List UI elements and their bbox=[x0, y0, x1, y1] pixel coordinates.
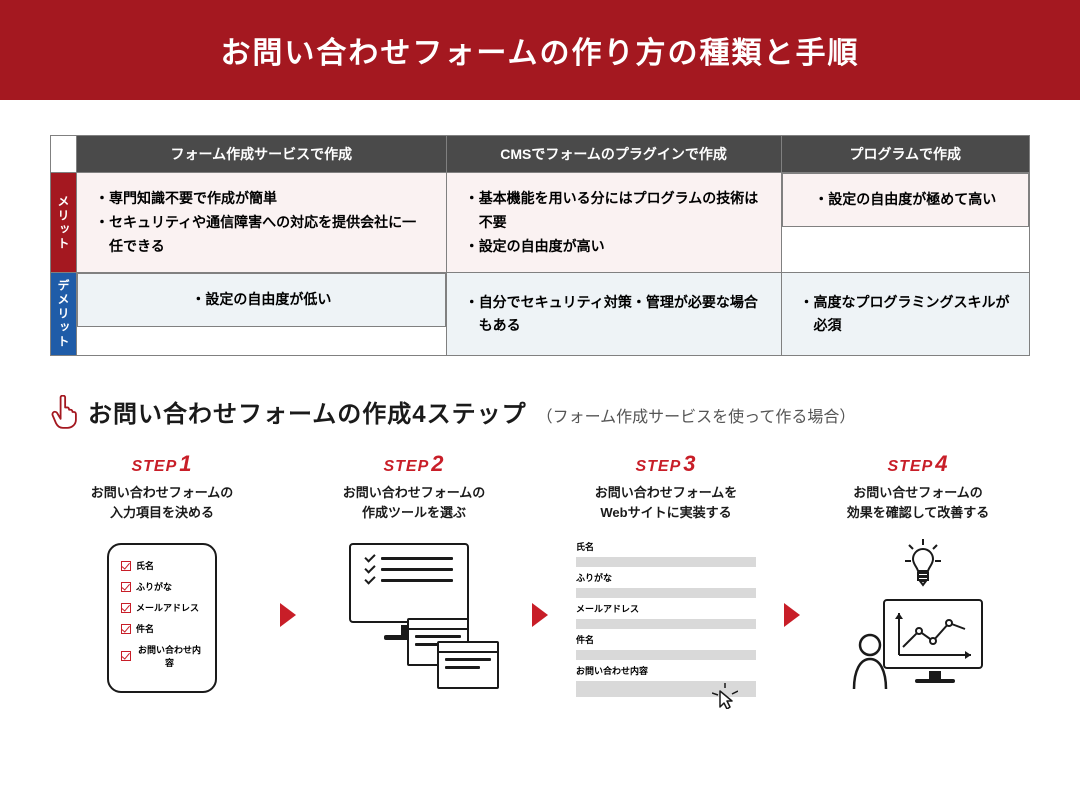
step-1-illus: 氏名 ふりがな メールアドレス 件名 お問い合わせ内容 bbox=[50, 538, 274, 698]
checkbox-icon bbox=[121, 624, 131, 634]
checkbox-icon bbox=[121, 582, 131, 592]
demerit-cell-1: 設定の自由度が低い bbox=[77, 273, 446, 327]
header-banner: お問い合わせフォームの作り方の種類と手順 bbox=[0, 0, 1080, 100]
content-area: フォーム作成サービスで作成 CMSでフォームのプラグインで作成 プログラムで作成… bbox=[0, 100, 1080, 698]
lightbulb-icon bbox=[903, 539, 943, 587]
window-icon bbox=[437, 641, 499, 689]
checkbox-icon bbox=[121, 603, 131, 613]
step-4-illus bbox=[806, 538, 1030, 698]
demerit-label: デメリット bbox=[51, 273, 77, 356]
step-2-illus bbox=[302, 538, 526, 698]
analytics-monitor-icon bbox=[883, 599, 983, 669]
step-1-label: STEP1 bbox=[50, 451, 274, 477]
step-4-label: STEP4 bbox=[806, 451, 1030, 477]
comparison-table: フォーム作成サービスで作成 CMSでフォームのプラグインで作成 プログラムで作成… bbox=[50, 135, 1030, 356]
section-heading: お問い合わせフォームの作成4ステップ （フォーム作成サービスを使って作る場合） bbox=[50, 394, 1030, 429]
page-title: お問い合わせフォームの作り方の種類と手順 bbox=[220, 37, 859, 70]
step-4: STEP4 お問い合せフォームの 効果を確認して改善する bbox=[806, 451, 1030, 698]
table-corner bbox=[51, 136, 77, 173]
demerit-cell-2: 自分でセキュリティ対策・管理が必要な場合もある bbox=[446, 273, 781, 356]
col-header-1: フォーム作成サービスで作成 bbox=[77, 136, 447, 173]
step-1-desc: お問い合わせフォームの 入力項目を決める bbox=[50, 483, 274, 522]
step-3-illus: 氏名 ふりがな メールアドレス 件名 お問い合わせ内容 bbox=[554, 538, 778, 698]
checkbox-icon bbox=[121, 561, 131, 571]
person-icon bbox=[848, 633, 892, 689]
phone-icon: 氏名 ふりがな メールアドレス 件名 お問い合わせ内容 bbox=[107, 543, 217, 693]
merit-row: メリット 専門知識不要で作成が簡単 セキュリティや通信障害への対応を提供会社に一… bbox=[51, 173, 1030, 273]
form-preview-icon: 氏名 ふりがな メールアドレス 件名 お問い合わせ内容 bbox=[576, 540, 756, 697]
demerit-row: デメリット 設定の自由度が低い 自分でセキュリティ対策・管理が必要な場合もある … bbox=[51, 273, 1030, 356]
checkbox-icon bbox=[121, 651, 131, 661]
demerit-cell-3: 高度なプログラミングスキルが必須 bbox=[781, 273, 1030, 356]
arrow-icon bbox=[532, 603, 548, 627]
step-3: STEP3 お問い合わせフォームを Webサイトに実装する 氏名 ふりがな メー… bbox=[554, 451, 778, 698]
cursor-icon bbox=[712, 683, 738, 709]
arrow-icon bbox=[784, 603, 800, 627]
step-4-desc: お問い合せフォームの 効果を確認して改善する bbox=[806, 483, 1030, 522]
merit-label: メリット bbox=[51, 173, 77, 273]
merit-cell-1: 専門知識不要で作成が簡単 セキュリティや通信障害への対応を提供会社に一任できる bbox=[77, 173, 447, 273]
step-3-label: STEP3 bbox=[554, 451, 778, 477]
step-2-desc: お問い合わせフォームの 作成ツールを選ぶ bbox=[302, 483, 526, 522]
arrow-icon bbox=[280, 603, 296, 627]
merit-cell-3: 設定の自由度が極めて高い bbox=[782, 173, 1030, 227]
step-3-desc: お問い合わせフォームを Webサイトに実装する bbox=[554, 483, 778, 522]
pointing-hand-icon bbox=[50, 395, 78, 429]
step-2: STEP2 お問い合わせフォームの 作成ツールを選ぶ bbox=[302, 451, 526, 698]
step-2-label: STEP2 bbox=[302, 451, 526, 477]
steps-row: STEP1 お問い合わせフォームの 入力項目を決める 氏名 ふりがな メールアド… bbox=[50, 451, 1030, 698]
step-1: STEP1 お問い合わせフォームの 入力項目を決める 氏名 ふりがな メールアド… bbox=[50, 451, 274, 698]
section-subtitle: （フォーム作成サービスを使って作る場合） bbox=[537, 403, 856, 427]
merit-cell-2: 基本機能を用いる分にはプログラムの技術は不要 設定の自由度が高い bbox=[446, 173, 781, 273]
col-header-2: CMSでフォームのプラグインで作成 bbox=[446, 136, 781, 173]
col-header-3: プログラムで作成 bbox=[781, 136, 1030, 173]
monitor-icon bbox=[349, 543, 469, 623]
section-title: お問い合わせフォームの作成4ステップ bbox=[88, 394, 527, 429]
